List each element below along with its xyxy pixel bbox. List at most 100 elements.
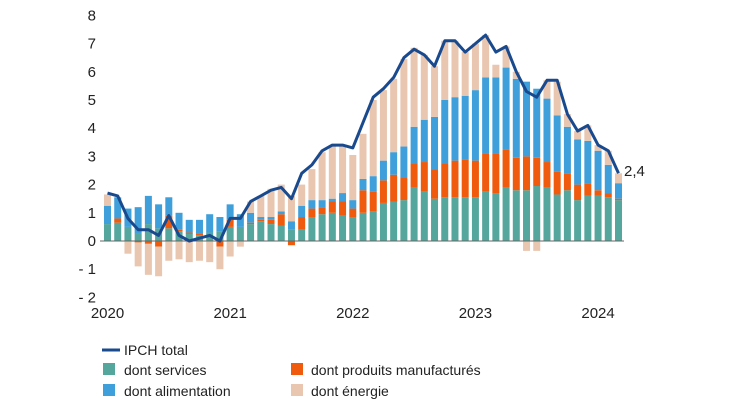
bar-services: [523, 190, 531, 241]
bar-energy: [185, 241, 193, 263]
bar-food: [512, 78, 520, 158]
bar-manuf: [390, 174, 398, 202]
bar-manuf: [328, 201, 336, 213]
bar-services: [328, 212, 336, 241]
bar-services: [400, 200, 408, 241]
bar-energy: [553, 81, 561, 116]
y-tick-label: 3: [88, 148, 96, 165]
bar-manuf: [277, 214, 285, 226]
bar-manuf: [298, 217, 306, 230]
bar-food: [195, 219, 203, 234]
bar-services: [461, 197, 469, 241]
end-label: 2,4: [624, 163, 645, 180]
y-tick-label: 5: [88, 92, 96, 109]
x-tick-label: 2022: [336, 305, 369, 322]
bar-energy: [492, 64, 500, 78]
bar-manuf: [584, 183, 592, 196]
bar-food: [492, 77, 500, 154]
bar-food: [339, 193, 347, 202]
bar-services: [420, 191, 428, 241]
bar-manuf: [359, 190, 367, 213]
bar-food: [390, 152, 398, 175]
y-tick-label: - 2: [78, 289, 96, 306]
x-tick-label: 2020: [91, 305, 124, 322]
bar-food: [104, 205, 111, 225]
bar-energy: [431, 66, 439, 117]
legend-label-manuf: dont produits manufacturés: [311, 362, 481, 378]
bar-energy: [615, 173, 622, 184]
bar-services: [390, 201, 398, 241]
bar-energy: [523, 241, 531, 251]
bar-energy: [349, 154, 357, 201]
bar-services: [492, 193, 500, 241]
ipch-total-line: [107, 33, 620, 243]
bar-food: [155, 204, 163, 229]
bar-food: [533, 88, 541, 158]
bar-manuf: [615, 198, 622, 201]
bar-energy: [175, 241, 183, 260]
legend-label-ipch: IPCH total: [124, 342, 188, 358]
bar-services: [574, 200, 582, 241]
bar-food: [144, 195, 152, 225]
bar-energy: [165, 241, 173, 261]
bar-energy: [461, 52, 469, 96]
bar-services: [114, 222, 122, 241]
bar-services: [134, 233, 142, 241]
bar-services: [512, 190, 520, 241]
bar-energy: [257, 195, 265, 218]
bar-manuf: [257, 219, 265, 222]
bar-food: [451, 97, 459, 161]
bar-energy: [563, 114, 571, 127]
x-tick-label: 2024: [581, 305, 614, 322]
bar-energy: [134, 242, 142, 267]
bar-manuf: [144, 241, 152, 244]
bar-manuf: [175, 229, 183, 232]
bar-food: [185, 219, 193, 233]
bar-energy: [482, 35, 490, 78]
bar-services: [124, 226, 132, 241]
bar-energy: [410, 47, 418, 127]
bar-services: [584, 195, 592, 241]
bar-services: [502, 187, 510, 241]
bar-energy: [298, 184, 306, 206]
y-tick-label: 4: [88, 120, 96, 137]
bar-food: [604, 164, 612, 194]
bar-services: [471, 197, 479, 241]
bar-services: [277, 225, 285, 241]
bar-energy: [502, 46, 510, 68]
bar-energy: [308, 169, 316, 201]
bar-manuf: [441, 163, 449, 198]
bar-manuf: [195, 233, 203, 236]
bar-manuf: [114, 218, 122, 223]
bar-food: [267, 217, 275, 220]
legend: IPCH total dont services dont alimentati…: [102, 342, 481, 399]
bar-food: [502, 67, 510, 150]
bar-manuf: [216, 241, 224, 247]
bar-services: [553, 194, 561, 241]
bar-services: [410, 187, 418, 241]
bar-services: [257, 221, 265, 241]
bar-manuf: [226, 219, 234, 227]
bar-manuf: [410, 163, 418, 188]
bar-services: [236, 226, 244, 241]
bar-energy: [390, 78, 398, 153]
bar-food: [369, 176, 377, 192]
bar-services: [318, 214, 326, 241]
bar-manuf: [574, 184, 582, 201]
bar-energy: [533, 241, 541, 251]
y-tick-label: - 1: [78, 261, 96, 278]
bar-energy: [318, 152, 326, 201]
bar-food: [420, 119, 428, 163]
legend-label-services: dont services: [124, 362, 206, 378]
y-tick-label: 2: [88, 177, 96, 194]
bar-energy: [379, 90, 387, 161]
bar-energy: [236, 241, 244, 247]
bar-food: [431, 116, 439, 170]
bar-manuf: [185, 232, 193, 234]
bar-services: [247, 224, 255, 241]
bar-manuf: [267, 219, 275, 225]
legend-swatch-food: [103, 384, 115, 396]
bar-food: [287, 221, 295, 230]
bar-food: [359, 178, 367, 191]
